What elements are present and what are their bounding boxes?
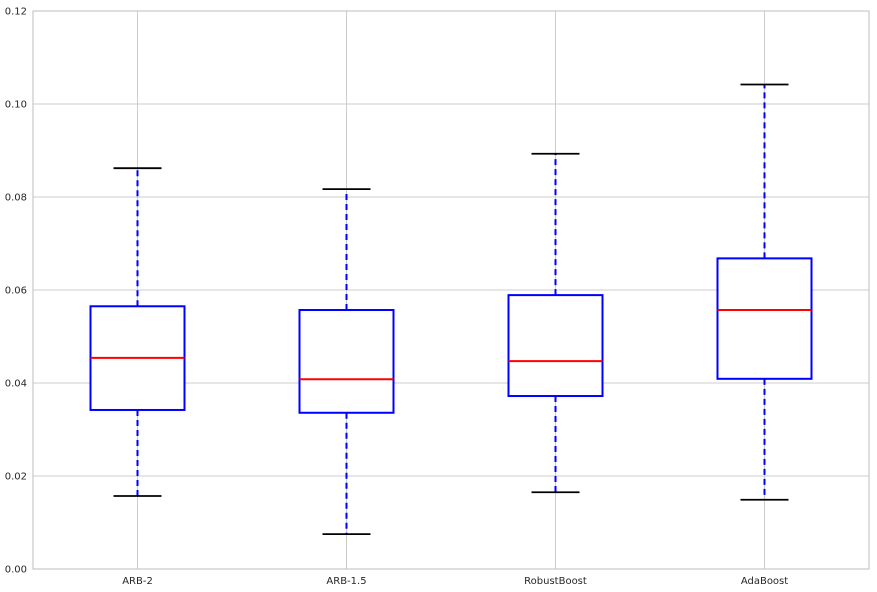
- y-tick-label: 0.06: [5, 286, 27, 297]
- iqr-box: [716, 257, 813, 380]
- y-tick-label: 0.02: [5, 472, 27, 483]
- x-tick-label: ARB-1.5: [326, 576, 366, 587]
- box-group-arb-2: [89, 167, 186, 497]
- box-group-adaboost: [716, 83, 813, 501]
- x-tick-label: AdaBoost: [741, 576, 788, 587]
- y-tick-label: 0.12: [5, 7, 27, 18]
- iqr-box: [507, 294, 604, 398]
- plot-frame: [32, 10, 870, 570]
- box-marks: [89, 83, 813, 536]
- y-tick-label: 0.10: [5, 100, 27, 111]
- box-group-robustboost: [507, 152, 604, 494]
- x-tick-labels: ARB-2 ARB-1.5 RobustBoost AdaBoost: [122, 576, 788, 587]
- box-group-arb-1.5: [298, 188, 395, 536]
- y-tick-label: 0.04: [5, 379, 27, 390]
- y-tick-labels: 0.00 0.02 0.04 0.06 0.08 0.10 0.12: [5, 7, 27, 576]
- y-tick-label: 0.08: [5, 193, 27, 204]
- iqr-box: [298, 308, 395, 414]
- x-tick-label: RobustBoost: [524, 576, 587, 587]
- y-tick-label: 0.00: [5, 565, 27, 576]
- x-tick-label: ARB-2: [122, 576, 153, 587]
